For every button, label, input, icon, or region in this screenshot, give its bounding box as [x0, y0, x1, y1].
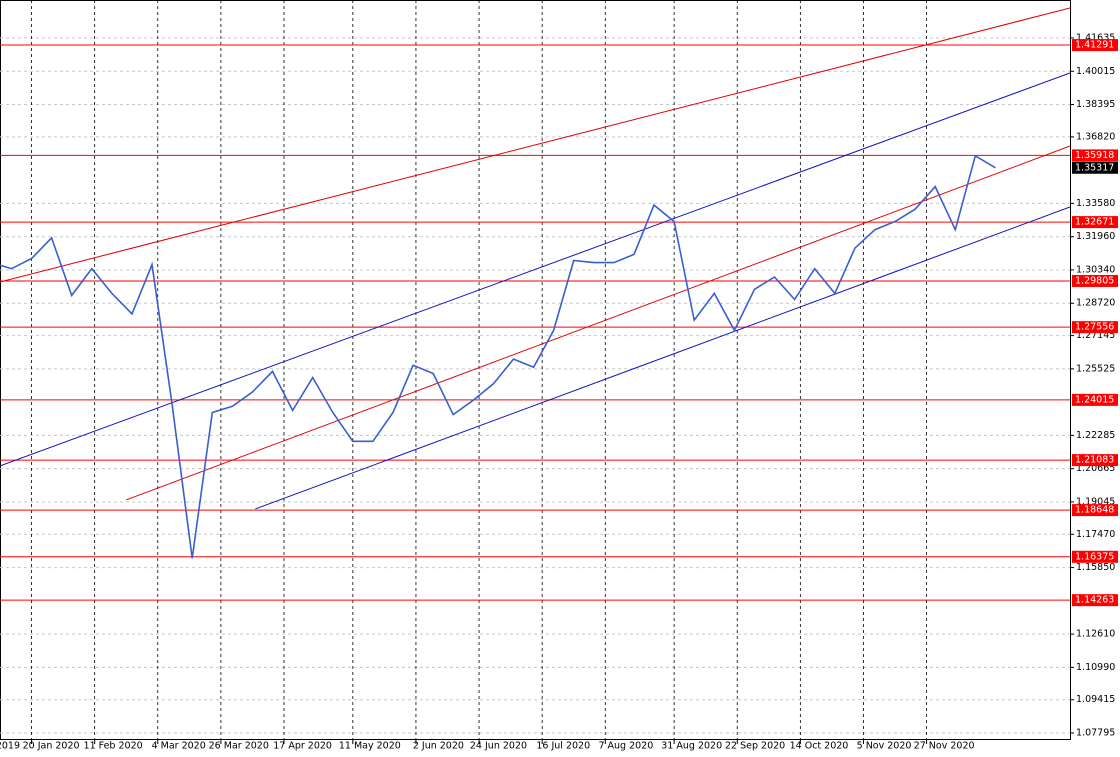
level-label: 1.35918 [1075, 150, 1114, 161]
level-label: 1.41291 [1075, 40, 1114, 51]
x-tick-label: 22 Sep 2020 [725, 741, 785, 752]
y-tick-label: 1.07795 [1076, 727, 1115, 738]
x-tick-label: 2019 [0, 741, 20, 752]
y-tick-label: 1.22285 [1076, 430, 1115, 441]
x-tick-label: 17 Apr 2020 [273, 741, 332, 752]
last-price-label: 1.35317 [1075, 162, 1114, 173]
x-tick-label: 7 Aug 2020 [598, 741, 653, 752]
x-tick-label: 20 Jan 2020 [23, 741, 80, 752]
level-label: 1.14263 [1075, 595, 1114, 606]
plot-frame [0, 0, 1071, 740]
x-tick-label: 4 Mar 2020 [152, 741, 206, 752]
level-label: 1.32671 [1075, 217, 1114, 228]
y-tick-label: 1.10990 [1076, 662, 1115, 673]
y-tick-label: 1.17470 [1076, 529, 1115, 540]
y-tick-label: 1.19045 [1076, 496, 1115, 507]
y-tick-label: 1.25525 [1076, 363, 1115, 374]
y-tick-label: 1.09415 [1076, 694, 1115, 705]
level-label-box [1072, 504, 1118, 517]
y-tick-label: 1.30340 [1076, 264, 1115, 275]
level-label: 1.24015 [1075, 394, 1114, 405]
x-tick-label: 26 Mar 2020 [209, 741, 269, 752]
y-tick-label: 1.40015 [1076, 66, 1115, 77]
y-tick-label: 1.31960 [1076, 231, 1115, 242]
level-label: 1.18648 [1075, 505, 1114, 516]
level-label-box [1072, 216, 1118, 229]
x-tick-label: 27 Nov 2020 [914, 741, 975, 752]
trend-line [0, 7, 1070, 283]
level-label-box [1072, 550, 1118, 563]
level-label-box [1072, 149, 1118, 162]
x-tick-label: 14 Oct 2020 [790, 741, 849, 752]
x-tick-label: 5 Nov 2020 [857, 741, 912, 752]
plot-area [0, 0, 1070, 740]
level-label-box [1072, 321, 1118, 334]
y-tick-label: 1.36820 [1076, 131, 1115, 142]
trend-line [0, 72, 1070, 467]
y-tick-label: 1.27145 [1076, 330, 1115, 341]
x-tick-label: 16 Jul 2020 [536, 741, 590, 752]
last-price-box [1072, 161, 1118, 174]
price-line [0, 154, 996, 559]
y-tick-label: 1.28720 [1076, 298, 1115, 309]
x-tick-label: 11 May 2020 [339, 741, 401, 752]
level-label-box [1072, 454, 1118, 467]
level-label: 1.21083 [1075, 455, 1114, 466]
y-tick-label: 1.15850 [1076, 562, 1115, 573]
y-tick-label: 1.38395 [1076, 99, 1115, 110]
y-tick-label: 1.41635 [1076, 32, 1115, 43]
level-label: 1.16375 [1075, 551, 1114, 562]
level-label-box [1072, 393, 1118, 406]
x-tick-label: 24 Jun 2020 [470, 741, 527, 752]
x-tick-label: 2 Jun 2020 [413, 741, 464, 752]
level-label-box [1072, 274, 1118, 287]
y-tick-label: 1.33580 [1076, 198, 1115, 209]
level-label: 1.29805 [1075, 275, 1114, 286]
trend-line [126, 145, 1070, 501]
level-label-box [1072, 39, 1118, 52]
x-tick-label: 31 Aug 2020 [661, 741, 722, 752]
trend-line [255, 206, 1070, 510]
y-tick-label: 1.12610 [1076, 629, 1115, 640]
y-tick-label: 1.20665 [1076, 463, 1115, 474]
level-label: 1.27556 [1075, 322, 1114, 333]
level-label-box [1072, 594, 1118, 607]
x-tick-label: 11 Feb 2020 [84, 741, 143, 752]
